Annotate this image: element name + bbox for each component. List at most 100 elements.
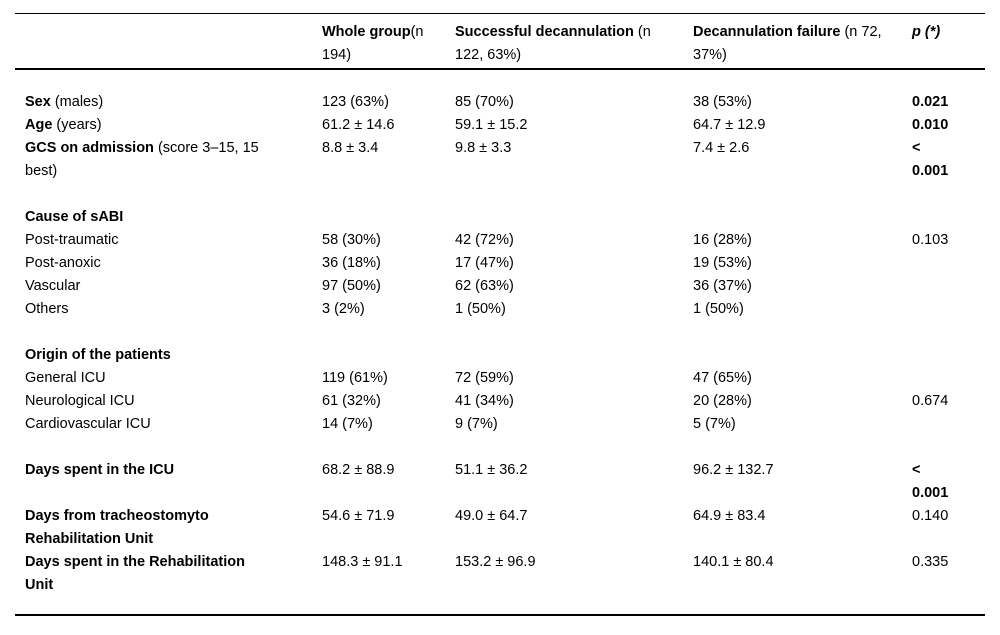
p-value-cell: 0.140	[912, 508, 949, 524]
table-row: Days spent in the ICU 68.2 ± 88.9 51.1 ± 3…	[15, 459, 985, 505]
whole-value-cell: 61 (32%)	[322, 393, 381, 409]
row-label-cell: Others	[15, 298, 322, 321]
row-label-cell: Cardiovascular ICU	[15, 413, 322, 436]
p-value-cell: 0.021	[912, 94, 949, 110]
successful-value-cell: 9.8 ± 3.3	[455, 140, 512, 156]
table-row: Neurological ICU 61 (32%) 41 (34%) 20 (28%)…	[15, 390, 985, 413]
column-header-bold-text: Decannulation failure	[693, 24, 841, 40]
table-body: Sex (males) 123 (63%) 85 (70%) 38 (53%) 0.02…	[15, 69, 985, 615]
spacer-cell	[15, 597, 985, 615]
row-label-text: (males)	[50, 94, 104, 110]
p-value-cell	[912, 367, 985, 390]
row-label-cell: Sex (males)	[15, 91, 322, 114]
p-value-cell	[912, 252, 985, 275]
failure-value-cell: 36 (37%)	[693, 278, 752, 294]
table-row: Vascular 97 (50%) 62 (63%) 36 (37%)	[15, 275, 985, 298]
failure-value-cell: 20 (28%)	[693, 393, 752, 409]
successful-value-cell: 59.1 ± 15.2	[455, 117, 528, 133]
whole-value-cell: 58 (30%)	[322, 232, 381, 248]
row-label-bold: Days from tracheostomyto Rehabilitation …	[25, 508, 209, 547]
failure-value-cell: 5 (7%)	[693, 416, 736, 432]
whole-value-cell: 68.2 ± 88.9	[322, 462, 395, 478]
section-gap-row	[15, 183, 985, 206]
table-row: Others 3 (2%) 1 (50%) 1 (50%)	[15, 298, 985, 321]
column-header-bold-text: Whole group	[322, 24, 411, 40]
row-label-bold: Sex	[25, 94, 51, 110]
row-label-text: Cardiovascular ICU	[25, 416, 151, 432]
table-row: GCS on admission (score 3–15, 15 best) 8.…	[15, 137, 985, 183]
column-header-bold-text: p (*)	[912, 24, 941, 40]
whole-value-cell: 123 (63%)	[322, 94, 389, 110]
whole-value-cell: 61.2 ± 14.6	[322, 117, 395, 133]
table-row: Post-anoxic 36 (18%) 17 (47%) 19 (53%)	[15, 252, 985, 275]
section-title: Origin of the patients	[25, 347, 171, 363]
row-label-text: General ICU	[25, 370, 106, 386]
row-label-text: (years)	[52, 117, 102, 133]
row-label-text: Post-anoxic	[25, 255, 101, 271]
p-value-cell	[912, 275, 985, 298]
row-label-cell: Days spent in the Rehabilitation Unit	[15, 551, 322, 597]
whole-value-cell: 119 (61%)	[322, 370, 388, 386]
failure-value-cell: 19 (53%)	[693, 255, 752, 271]
failure-value-cell: 1 (50%)	[693, 301, 744, 317]
failure-value-cell: 38 (53%)	[693, 94, 752, 110]
row-label-cell: Days from tracheostomyto Rehabilitation …	[15, 505, 322, 551]
column-header-bold-text: Successful decannulation	[455, 24, 634, 40]
row-label-bold: Days spent in the ICU	[25, 462, 175, 478]
successful-value-cell: 17 (47%)	[455, 255, 514, 271]
whole-value-cell: 8.8 ± 3.4	[322, 140, 379, 156]
table-row: Cardiovascular ICU 14 (7%) 9 (7%) 5 (7%)	[15, 413, 985, 436]
successful-value-cell: 9 (7%)	[455, 416, 498, 432]
table-header-row: Whole group(n 194) Successful decannulati…	[15, 13, 985, 70]
bottom-gap-row	[15, 597, 985, 615]
p-value-cell: 0.674	[912, 393, 949, 409]
failure-value-cell: 47 (65%)	[693, 370, 752, 386]
table-row: General ICU 119 (61%) 72 (59%) 47 (65%)	[15, 367, 985, 390]
spacer-cell	[15, 69, 985, 91]
failure-value-cell: 64.9 ± 83.4	[693, 508, 766, 524]
successful-value-cell: 153.2 ± 96.9	[455, 554, 536, 570]
failure-value-cell: 16 (28%)	[693, 232, 752, 248]
failure-value-cell: 96.2 ± 132.7	[693, 462, 774, 478]
p-value-cell	[912, 413, 985, 436]
row-label-cell: Days spent in the ICU	[15, 459, 322, 505]
successful-value-cell: 85 (70%)	[455, 94, 514, 110]
whole-value-cell: 14 (7%)	[322, 416, 373, 432]
table-header: Whole group(n 194) Successful decannulati…	[15, 13, 985, 70]
table-row: Days from tracheostomyto Rehabilitation …	[15, 505, 985, 551]
row-label-cell: Post-traumatic	[15, 229, 322, 252]
whole-value-cell: 97 (50%)	[322, 278, 381, 294]
table-row: Post-traumatic 58 (30%) 42 (72%) 16 (28%) 0.…	[15, 229, 985, 252]
table-row: Sex (males) 123 (63%) 85 (70%) 38 (53%) 0.02…	[15, 91, 985, 114]
failure-value-cell: 64.7 ± 12.9	[693, 117, 766, 133]
section-title-cell: Cause of sABI	[15, 206, 985, 229]
section-title: Cause of sABI	[25, 209, 124, 225]
p-value-cell: < 0.001	[912, 462, 949, 501]
successful-value-cell: 49.0 ± 64.7	[455, 508, 528, 524]
section-gap-row	[15, 321, 985, 344]
patient-characteristics-table: Whole group(n 194) Successful decannulati…	[15, 13, 985, 616]
spacer-cell	[15, 321, 985, 344]
whole-value-cell: 54.6 ± 71.9	[322, 508, 395, 524]
section-title-row: Cause of sABI	[15, 206, 985, 229]
table-row: Age (years) 61.2 ± 14.6 59.1 ± 15.2 64.7 ± …	[15, 114, 985, 137]
row-label-cell: GCS on admission (score 3–15, 15 best)	[15, 137, 322, 183]
whole-value-cell: 3 (2%)	[322, 301, 365, 317]
row-label-text: Post-traumatic	[25, 232, 119, 248]
paper-table-sheet: Whole group(n 194) Successful decannulati…	[15, 13, 985, 616]
successful-value-cell: 72 (59%)	[455, 370, 514, 386]
column-header-2: Successful decannulation (n 122, 63%)	[455, 13, 693, 70]
successful-value-cell: 42 (72%)	[455, 232, 514, 248]
column-header-1: Whole group(n 194)	[322, 13, 455, 70]
column-header-text: (n 194)	[322, 24, 424, 63]
spacer-cell	[15, 183, 985, 206]
p-value-cell: 0.335	[912, 554, 949, 570]
failure-value-cell: 140.1 ± 80.4	[693, 554, 774, 570]
section-title-cell: Origin of the patients	[15, 344, 985, 367]
row-label-cell: General ICU	[15, 367, 322, 390]
row-label-cell: Neurological ICU	[15, 390, 322, 413]
row-label-text: Neurological ICU	[25, 393, 135, 409]
p-value-cell: < 0.001	[912, 140, 949, 179]
p-value-cell	[912, 298, 985, 321]
table-row: Days spent in the Rehabilitation Unit 148…	[15, 551, 985, 597]
